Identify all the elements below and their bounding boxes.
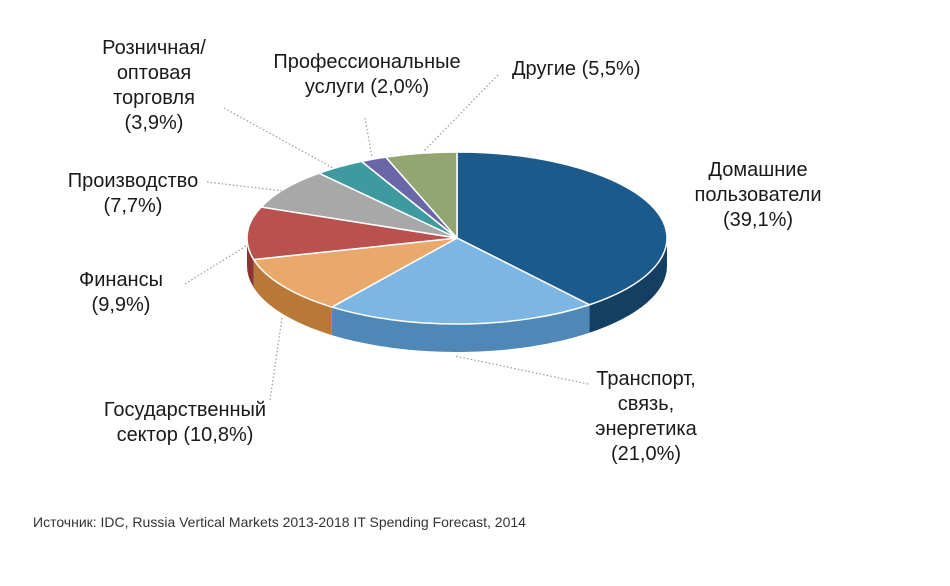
pie-slice-other [384,151,458,240]
slice-label-line: Транспорт, [596,368,696,390]
pie-tops [246,151,668,325]
pie-side-transport [331,304,590,352]
slice-labels: Домашние пользователи (39,1%) Транспорт, свя… [68,37,822,465]
slice-label-transport: Транспорт, связь, энергетика (21,0%) [595,368,697,465]
slice-label-line: торговля [113,87,195,109]
leader-line-transport [454,355,589,385]
slice-label-line: Розничная/ [102,37,206,59]
slice-label-line: Профессиональные [273,51,460,73]
slice-label-manuf: Производство (7,7%) [68,170,198,217]
slice-label-line: Другие (5,5%) [512,58,641,80]
leader-line-manuf [206,181,284,192]
slice-label-line: (7,7%) [104,195,163,217]
slice-label-prof: Профессиональные услуги (2,0%) [273,51,460,98]
leader-lines [184,74,589,401]
leader-line-retail [223,107,334,169]
slice-label-line: Домашние [708,159,807,181]
pie-slice-finance [246,206,458,261]
slice-label-retail: Розничная/оптовая торговля (3,9%) [102,37,206,134]
slice-label-line: (21,0%) [611,443,681,465]
slice-label-line: сектор (10,8%) [117,424,254,446]
slice-label-gov: Государственный сектор (10,8%) [104,399,266,446]
slice-label-line: Государственный [104,399,266,421]
pie-slice-manuf [259,172,458,239]
leader-line-prof [364,117,373,158]
slice-label-line: оптовая [117,62,191,84]
slice-label-line: (39,1%) [723,209,793,231]
slice-label-line: Финансы [79,269,163,291]
source-note: Источник: IDC, Russia Vertical Markets 2… [33,514,526,530]
slice-label-line: (9,9%) [92,294,151,316]
slice-label-line: услуги (2,0%) [305,76,429,98]
leader-line-gov [269,317,283,401]
slice-label-home: Домашние пользователи (39,1%) [695,159,822,231]
slice-label-line: Производство [68,170,198,192]
slice-label-finance: Финансы (9,9%) [79,269,163,316]
leader-line-other [422,74,499,153]
slice-label-line: энергетика [595,418,697,440]
slice-label-line: пользователи [695,184,822,206]
leader-line-finance [184,245,247,285]
slice-label-other: Другие (5,5%) [512,58,641,80]
pie-side-home [589,238,667,333]
pie-side-gov [253,259,332,336]
slice-label-line: (3,9%) [125,112,184,134]
pie-slice-gov [252,237,458,308]
slice-label-line: связь, [618,393,674,415]
pie-slice-home [456,151,668,306]
pie-slice-transport [329,237,592,325]
